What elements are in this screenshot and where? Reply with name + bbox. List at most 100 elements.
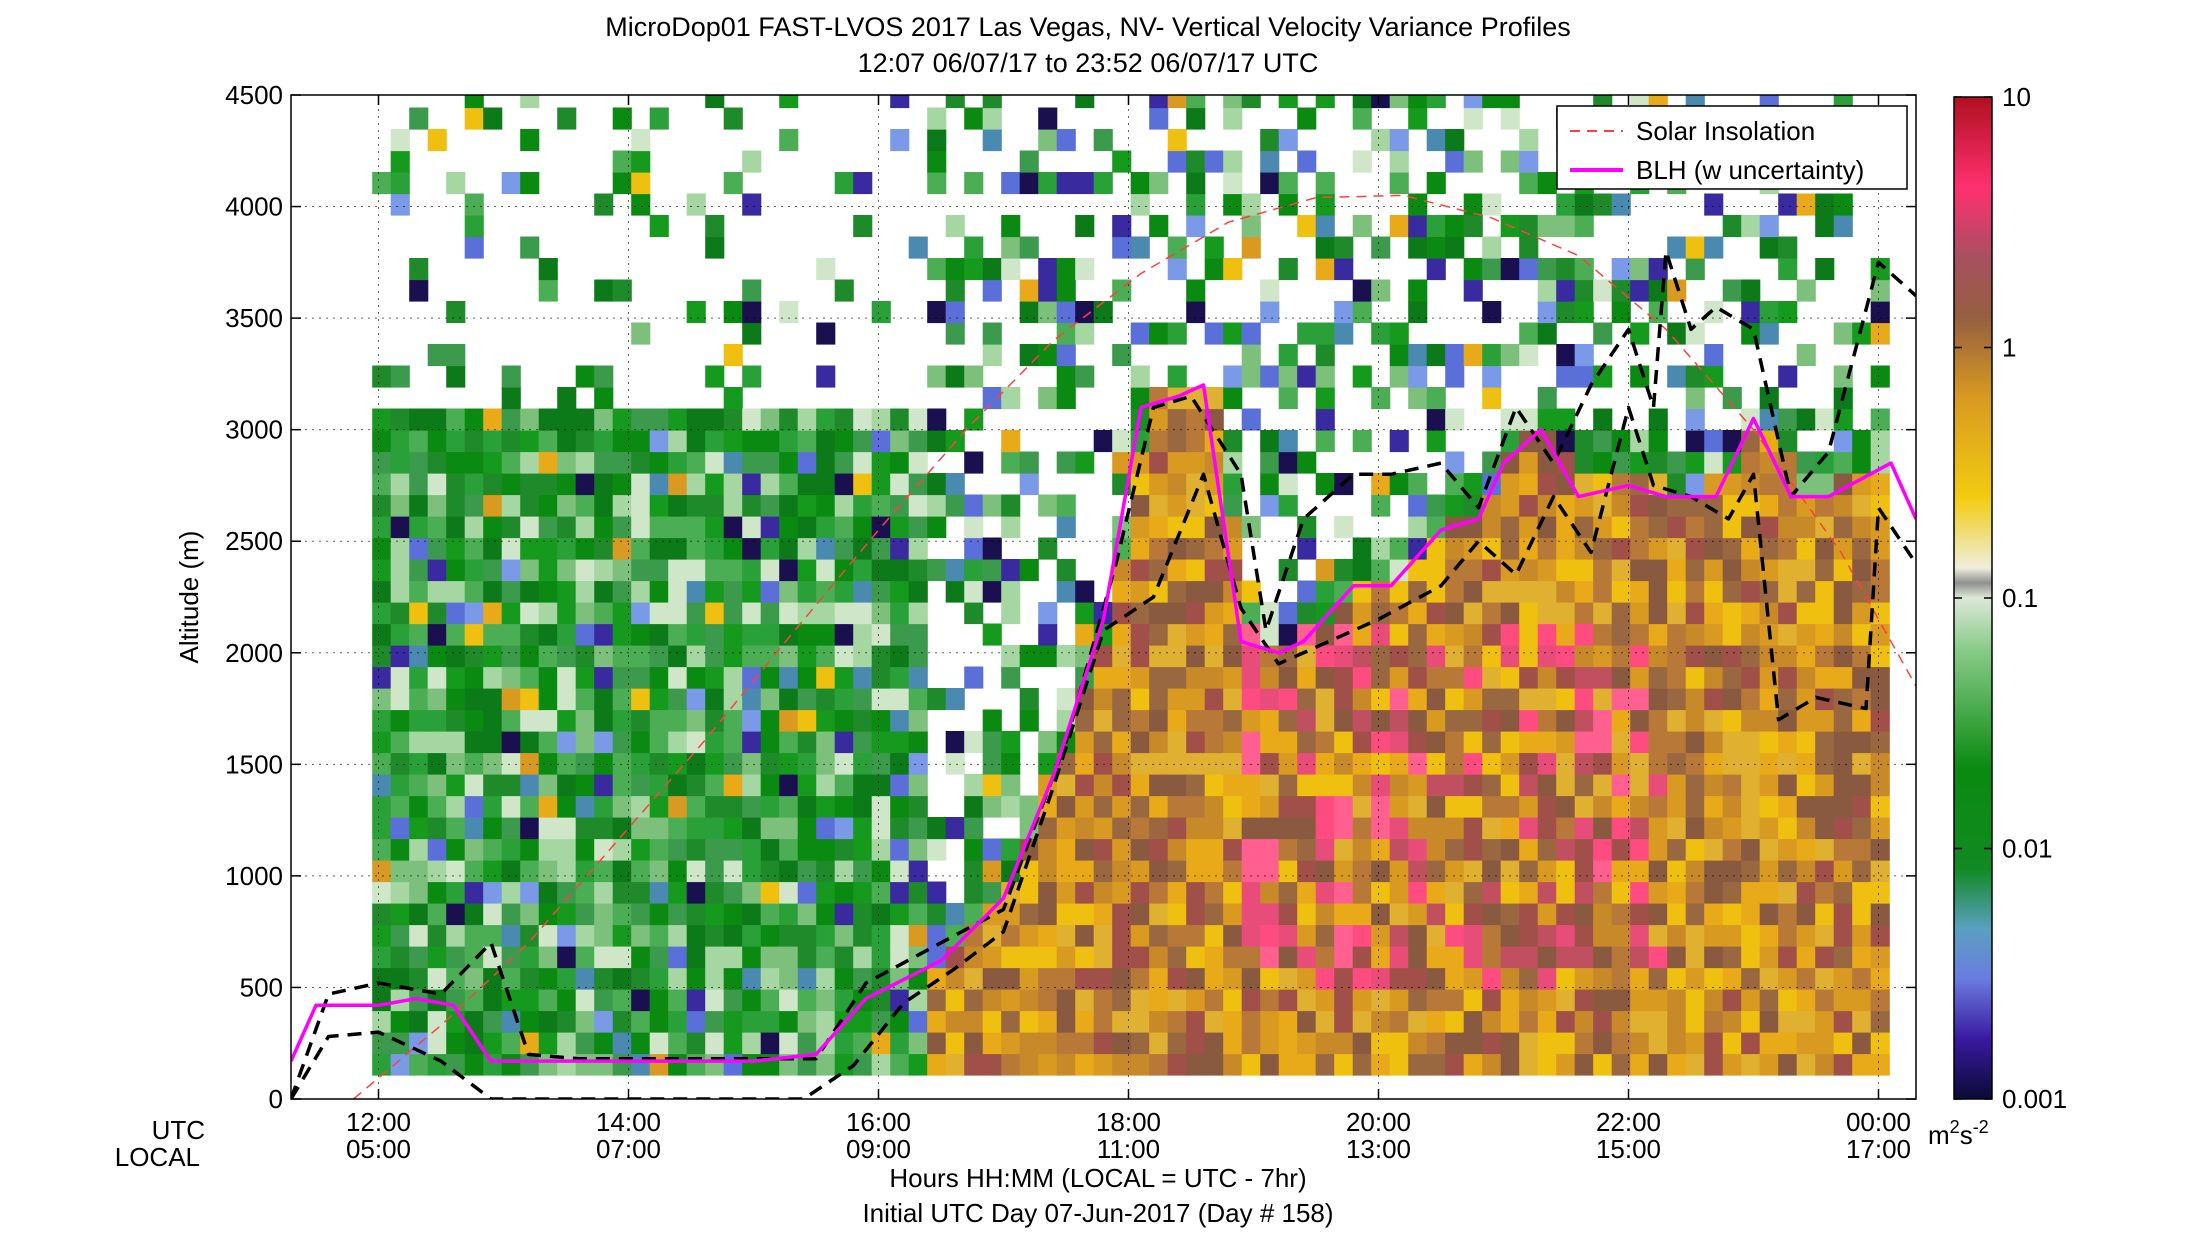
heatmap-cell bbox=[1445, 1010, 1465, 1033]
heatmap-cell bbox=[723, 107, 743, 130]
heatmap-cell bbox=[686, 408, 706, 431]
heatmap-cell bbox=[612, 150, 632, 173]
heatmap-cell bbox=[964, 559, 984, 582]
heatmap-cell bbox=[1278, 860, 1298, 883]
heatmap-cell bbox=[520, 731, 540, 754]
heatmap-cell bbox=[1056, 774, 1076, 797]
heatmap-cell bbox=[1297, 838, 1317, 861]
heatmap-cell bbox=[1445, 129, 1465, 152]
heatmap-cell bbox=[1186, 430, 1206, 453]
heatmap-cell bbox=[1297, 967, 1317, 990]
heatmap-cell bbox=[742, 430, 762, 453]
heatmap-cell bbox=[1667, 946, 1687, 969]
heatmap-cell bbox=[1500, 666, 1520, 689]
heatmap-cell bbox=[1019, 903, 1039, 926]
heatmap-cell bbox=[594, 580, 614, 603]
heatmap-cell bbox=[853, 795, 873, 818]
heatmap-cell bbox=[1352, 1010, 1372, 1033]
heatmap-cell bbox=[1241, 709, 1261, 732]
heatmap-cell bbox=[575, 537, 595, 560]
heatmap-cell bbox=[1001, 666, 1021, 689]
heatmap-cell bbox=[1482, 666, 1502, 689]
heatmap-cell bbox=[1001, 752, 1021, 775]
heatmap-cell bbox=[1352, 688, 1372, 711]
heatmap-cell bbox=[1130, 602, 1150, 625]
heatmap-cell bbox=[1186, 881, 1206, 904]
heatmap-cell bbox=[1038, 860, 1058, 883]
heatmap-cell bbox=[427, 1010, 447, 1033]
heatmap-cell bbox=[964, 838, 984, 861]
heatmap-cell bbox=[1167, 946, 1187, 969]
heatmap-cell bbox=[742, 451, 762, 474]
heatmap-cell bbox=[501, 795, 521, 818]
heatmap-cell bbox=[1815, 1053, 1835, 1076]
heatmap-cell bbox=[1667, 322, 1687, 345]
heatmap-cell bbox=[575, 623, 595, 646]
heatmap-cell bbox=[945, 1053, 965, 1076]
heatmap-cell bbox=[1519, 688, 1539, 711]
heatmap-cell bbox=[1519, 602, 1539, 625]
heatmap-cell bbox=[1112, 430, 1132, 453]
heatmap-cell bbox=[1223, 881, 1243, 904]
heatmap-cell bbox=[1463, 903, 1483, 926]
heatmap-cell bbox=[1500, 623, 1520, 646]
heatmap-cell bbox=[1556, 709, 1576, 732]
heatmap-cell bbox=[1001, 903, 1021, 926]
heatmap-cell bbox=[871, 301, 891, 324]
heatmap-cell bbox=[686, 473, 706, 496]
heatmap-cell bbox=[594, 559, 614, 582]
heatmap-cell bbox=[1759, 645, 1779, 668]
heatmap-cell bbox=[982, 387, 1002, 410]
heatmap-cell bbox=[779, 1010, 799, 1033]
heatmap-cell bbox=[1408, 107, 1428, 130]
heatmap-cell bbox=[446, 838, 466, 861]
heatmap-cell bbox=[501, 903, 521, 926]
heatmap-cell bbox=[1852, 451, 1872, 474]
heatmap-cell bbox=[520, 881, 540, 904]
heatmap-cell bbox=[1167, 602, 1187, 625]
heatmap-cell bbox=[631, 1053, 651, 1076]
heatmap-cell bbox=[1149, 752, 1169, 775]
heatmap-cell bbox=[1778, 989, 1798, 1012]
heatmap-cell bbox=[1223, 365, 1243, 388]
heatmap-cell bbox=[668, 408, 688, 431]
heatmap-cell bbox=[1852, 645, 1872, 668]
heatmap-cell bbox=[668, 881, 688, 904]
heatmap-cell bbox=[945, 473, 965, 496]
heatmap-cell bbox=[1445, 817, 1465, 840]
heatmap-cell bbox=[612, 688, 632, 711]
heatmap-cell bbox=[1445, 666, 1465, 689]
heatmap-cell bbox=[779, 1032, 799, 1055]
heatmap-cell bbox=[686, 989, 706, 1012]
heatmap-cell bbox=[1241, 215, 1261, 238]
heatmap-cell bbox=[1741, 666, 1761, 689]
heatmap-cell bbox=[612, 537, 632, 560]
heatmap-cell bbox=[1741, 709, 1761, 732]
heatmap-cell bbox=[853, 516, 873, 539]
heatmap-cell bbox=[1741, 1010, 1761, 1033]
heatmap-cell bbox=[1075, 580, 1095, 603]
heatmap-cell bbox=[446, 559, 466, 582]
heatmap-cell bbox=[649, 666, 669, 689]
heatmap-cell bbox=[1130, 580, 1150, 603]
heatmap-cell bbox=[1778, 623, 1798, 646]
heatmap-cell bbox=[1038, 989, 1058, 1012]
heatmap-cell bbox=[1278, 752, 1298, 775]
heatmap-cell bbox=[557, 645, 577, 668]
heatmap-cell bbox=[1519, 236, 1539, 259]
heatmap-cell bbox=[631, 172, 651, 195]
heatmap-cell bbox=[1537, 645, 1557, 668]
heatmap-cell bbox=[1611, 946, 1631, 969]
heatmap-cell bbox=[520, 129, 540, 152]
heatmap-cell bbox=[483, 623, 503, 646]
heatmap-cell bbox=[409, 516, 429, 539]
heatmap-cell bbox=[1389, 537, 1409, 560]
heatmap-cell bbox=[1445, 1032, 1465, 1055]
heatmap-cell bbox=[1204, 516, 1224, 539]
heatmap-cell bbox=[1278, 365, 1298, 388]
heatmap-cell bbox=[446, 451, 466, 474]
heatmap-cell bbox=[1667, 860, 1687, 883]
heatmap-cell bbox=[982, 731, 1002, 754]
heatmap-cell bbox=[538, 1032, 558, 1055]
heatmap-cell bbox=[649, 537, 669, 560]
